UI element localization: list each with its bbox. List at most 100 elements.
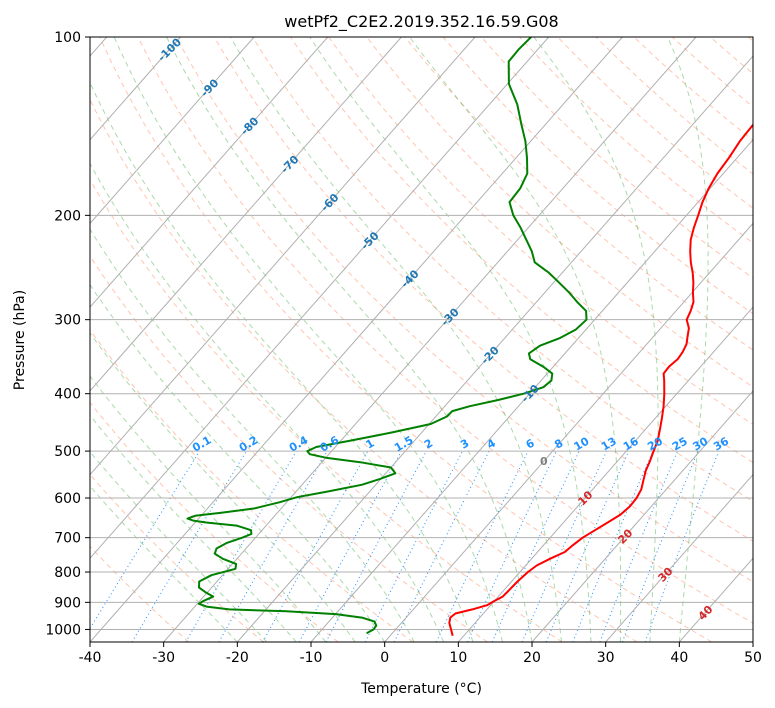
y-tick-label: 300 xyxy=(54,313,81,329)
x-axis-label: Temperature (°C) xyxy=(360,681,482,697)
y-tick-label: 200 xyxy=(54,208,81,224)
mixing-ratio-label: 3 xyxy=(458,437,471,452)
moist-adiabat xyxy=(166,37,533,642)
moist-adiabat xyxy=(230,37,562,642)
y-tick-label: 100 xyxy=(54,30,81,46)
y-tick-label: 900 xyxy=(54,595,81,611)
mixing-ratio-line xyxy=(599,450,679,642)
dry-adiabat xyxy=(709,37,753,75)
x-tick-label: 0 xyxy=(380,650,389,666)
mixing-ratio-label: 1 xyxy=(363,437,376,452)
isotherm-line xyxy=(310,138,753,642)
isotherm-line xyxy=(384,222,753,642)
isotherm-line xyxy=(90,37,623,642)
moist-adiabat xyxy=(533,37,659,642)
moist-adiabat xyxy=(90,283,386,642)
mixing-ratio-line xyxy=(435,450,529,642)
x-tick-label: -40 xyxy=(79,650,102,666)
dry-adiabat xyxy=(366,37,753,388)
x-tick-label: -20 xyxy=(226,650,249,666)
isotherm-label: -100 xyxy=(155,35,184,64)
moist-adiabat xyxy=(90,81,474,642)
mixing-ratio-line xyxy=(467,450,557,642)
dry-adiabat xyxy=(748,37,753,42)
mixing-ratio-line xyxy=(545,450,630,642)
isotherm-line xyxy=(163,37,697,642)
mixing-ratio-line xyxy=(491,450,580,642)
y-tick-label: 800 xyxy=(54,565,81,581)
mixing-ratio-label: 6 xyxy=(524,436,537,451)
moist-adiabat xyxy=(90,451,268,642)
mixing-ratio-line xyxy=(298,450,402,642)
isotherm-line xyxy=(236,55,753,642)
temperature-line xyxy=(448,123,753,637)
isotherm-line xyxy=(90,37,476,476)
x-tick-label: 10 xyxy=(449,650,467,666)
zero-isotherm-label: 0 xyxy=(540,455,548,468)
moist-adiabat xyxy=(113,37,503,642)
isotherm-line xyxy=(457,306,753,642)
isotherm-line xyxy=(90,37,550,560)
dry-adiabat xyxy=(90,98,638,642)
isoline-labels: 0.1 0.2 0.4 0.6 1 1.5 2 3 4 6 8 10 13 16 20 25 30 36-100-… xyxy=(155,35,731,623)
dry-adiabat xyxy=(213,37,753,542)
dry-adiabat xyxy=(404,37,753,351)
mixing-ratio-line xyxy=(393,450,490,642)
x-tick-label: -10 xyxy=(300,650,323,666)
x-tick-label: 40 xyxy=(670,650,688,666)
y-tick-label: 1000 xyxy=(45,622,81,638)
y-tick-label: 600 xyxy=(54,491,81,507)
mixing-ratio-line xyxy=(621,450,699,642)
dewpoint-line xyxy=(186,37,588,635)
dry-adiabat xyxy=(442,37,753,315)
mixing-ratio-line xyxy=(90,450,200,630)
plot-frame xyxy=(89,36,754,643)
dry-adiabat xyxy=(137,37,753,624)
moist-adiabat xyxy=(90,375,327,642)
isotherm-line xyxy=(531,390,753,642)
moist-adiabat xyxy=(309,37,592,642)
x-axis-ticks: -40 -30 -20 -10 0 10 20 30 40 50 xyxy=(79,642,762,666)
chart-title: wetPf2_C2E2.2019.352.16.59.G08 xyxy=(284,12,558,32)
moist-adiabat xyxy=(90,228,415,642)
y-axis-label: Pressure (hPa) xyxy=(12,290,28,390)
isotherm-line xyxy=(678,557,753,642)
moist-adiabat xyxy=(90,162,445,642)
mixing-ratio-label: 2 xyxy=(422,437,435,452)
x-tick-label: 20 xyxy=(523,650,541,666)
x-tick-label: 50 xyxy=(744,650,762,666)
dry-adiabat xyxy=(90,473,264,642)
moist-adiabat xyxy=(90,332,356,642)
dry-adiabat xyxy=(90,401,339,642)
x-tick-label: 30 xyxy=(597,650,615,666)
dry-adiabat xyxy=(90,255,488,642)
y-axis-ticks: 100 200 300 400 500 600 700 800 900 1000 xyxy=(45,30,90,638)
isotherm-line xyxy=(752,641,753,642)
dry-adiabat xyxy=(480,37,753,279)
sounding-series xyxy=(186,37,753,637)
grid-lines xyxy=(90,37,753,642)
moist-adiabat xyxy=(409,37,622,642)
isotherm-line xyxy=(605,473,753,642)
moist-adiabat xyxy=(667,37,709,642)
dry-adiabat xyxy=(99,37,712,642)
y-tick-label: 500 xyxy=(54,444,81,460)
moist-adiabat xyxy=(90,485,238,642)
moist-adiabat xyxy=(90,414,297,642)
x-tick-label: -30 xyxy=(152,650,175,666)
mixing-ratio-line xyxy=(572,450,654,642)
y-tick-label: 700 xyxy=(54,531,81,547)
isotherm-line xyxy=(90,37,329,308)
dry-adiabat xyxy=(90,329,414,642)
isotherm-line xyxy=(90,37,402,392)
dry-adiabat xyxy=(557,37,753,209)
dry-adiabat xyxy=(633,37,753,141)
dry-adiabat xyxy=(175,37,753,583)
isotherm-line xyxy=(90,37,181,141)
mixing-ratio-label: 4 xyxy=(485,436,498,451)
y-tick-label: 400 xyxy=(54,387,81,403)
mixing-ratio-line xyxy=(262,450,369,642)
background-lines xyxy=(90,37,753,642)
isotherm-line xyxy=(90,37,255,225)
